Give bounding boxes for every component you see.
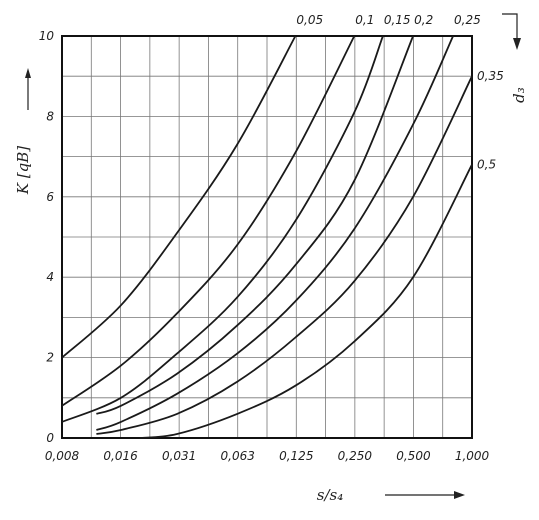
param-label: d₃ [510, 87, 528, 103]
y-tick-label: 8 [46, 109, 54, 123]
plot-frame [61, 35, 473, 439]
x-tick-label: 0,500 [396, 449, 431, 463]
y-tick-label: 10 [39, 29, 55, 43]
y-axis-arrowhead [25, 68, 31, 78]
x-axis-arrowhead [454, 491, 465, 499]
curve-label-d3: 0,1 [355, 13, 374, 27]
curve-label-d3: 0,15 [384, 13, 411, 27]
curve-label-d3: 0,2 [414, 13, 433, 27]
curve-d3-0-25 [96, 35, 454, 431]
curve-d3-0-1 [61, 35, 356, 407]
curve-label-d3: 0,25 [454, 13, 481, 27]
y-tick-label: 4 [46, 270, 54, 284]
curve-label-d3: 0,35 [477, 69, 504, 83]
x-tick-labels: 0,008 0,016 0,031 0,063 0,125 0,250 0,500 1,000 [45, 449, 490, 463]
x-tick-label: 0,125 [279, 449, 313, 463]
y-tick-label: 0 [46, 431, 54, 445]
y-tick-label: 6 [46, 190, 54, 204]
y-tick-label: 2 [46, 351, 54, 365]
x-tick-label: 0,063 [221, 449, 255, 463]
curve-d3-0-05 [61, 35, 297, 359]
curves [61, 35, 473, 439]
curve-d3-0-35 [96, 75, 473, 435]
y-tick-labels: 0 2 4 6 8 10 [39, 29, 55, 445]
x-tick-label: 0,008 [45, 449, 80, 463]
curve-label-d3: 0,05 [296, 13, 323, 27]
x-tick-label: 0,250 [338, 449, 373, 463]
x-tick-label: 0,031 [162, 449, 196, 463]
param-bracket [502, 13, 518, 38]
param-arrowhead [513, 38, 521, 50]
x-tick-label: 0,016 [103, 449, 138, 463]
x-axis-title: s/s₄ [317, 486, 343, 504]
curve-d3-0-2 [96, 35, 414, 415]
curve-labels: 0,05 0,1 0,15 0,2 0,25 0,35 0,5 [296, 13, 503, 172]
grid [61, 35, 473, 439]
x-tick-label: 1,000 [455, 449, 490, 463]
y-axis-title: K [qB] [14, 146, 32, 195]
curve-d3-0-15 [61, 35, 384, 423]
curve-d3-0-5 [139, 164, 473, 439]
curve-label-d3: 0,5 [477, 158, 496, 172]
